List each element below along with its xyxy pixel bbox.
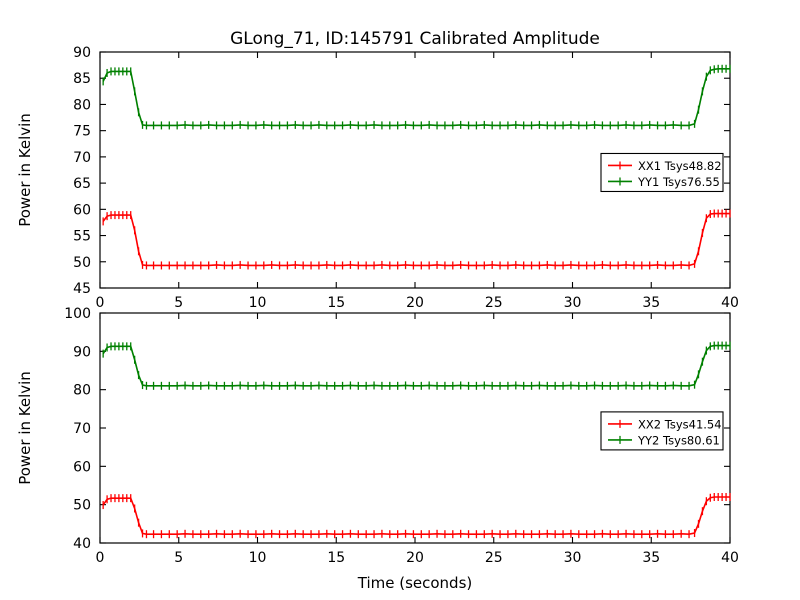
y-tick-label: 75 (73, 124, 91, 140)
x-tick-label: 30 (564, 295, 582, 311)
y-tick-label: 85 (73, 71, 91, 87)
y-tick-label: 100 (64, 306, 91, 322)
y-tick-label: 50 (73, 498, 91, 514)
x-tick-label: 25 (485, 295, 503, 311)
panel-bottom: 40 50 60 70 80 90 100 0 5 10 15 20 25 30 35 40 Power in … (16, 306, 739, 592)
x-tick-label: 25 (485, 550, 503, 566)
legend-label: XX2 Tsys41.54 (638, 417, 722, 431)
x-tick-label: 30 (564, 550, 582, 566)
chart-title: GLong_71, ID:145791 Calibrated Amplitude (230, 29, 600, 49)
y-axis-label-top: Power in Kelvin (16, 113, 34, 227)
series-line-yy2 (102, 344, 730, 387)
x-tick-label: 0 (96, 550, 105, 566)
series-markers-yy2 (102, 341, 731, 390)
series-markers-yy1 (102, 64, 731, 130)
series-markers-xx2 (102, 493, 731, 539)
x-tick-label: 40 (721, 550, 739, 566)
x-tick-label: 40 (721, 295, 739, 311)
x-tick-label: 35 (642, 295, 660, 311)
y-tick-label: 60 (73, 202, 91, 218)
x-tick-label: 20 (406, 295, 424, 311)
legend-box (600, 411, 724, 451)
y-tick-label: 50 (73, 255, 91, 271)
series-line-xx2 (102, 496, 730, 535)
x-tick-label: 20 (406, 550, 424, 566)
x-tick-label: 15 (327, 295, 345, 311)
y-tick-label: 80 (73, 97, 91, 113)
x-tick-label: 5 (174, 295, 183, 311)
y-tick-label: 40 (73, 536, 91, 552)
legend-bottom[interactable]: XX2 Tsys41.54 YY2 Tsys80.61 (600, 411, 724, 451)
y-tick-label: 65 (73, 176, 91, 192)
y-tick-label: 70 (73, 421, 91, 437)
panel-top: 45 50 55 60 65 70 75 80 85 90 0 5 10 15 20 25 30 35 40 Powe… (16, 45, 739, 311)
y-tick-label: 80 (73, 383, 91, 399)
series-line-yy1 (102, 67, 730, 127)
series-line-xx1 (102, 212, 730, 267)
legend-label: YY1 Tsys76.55 (637, 175, 720, 189)
y-tick-label: 55 (73, 229, 91, 245)
x-tick-label: 35 (642, 550, 660, 566)
y-tick-label: 90 (73, 344, 91, 360)
y-tick-label: 90 (73, 45, 91, 61)
x-tick-label: 0 (96, 295, 105, 311)
x-axis-label: Time (seconds) (357, 574, 473, 592)
y-tick-label: 60 (73, 459, 91, 475)
x-tick-label: 5 (174, 550, 183, 566)
y-tick-label: 45 (73, 281, 91, 297)
legend-label: YY2 Tsys80.61 (637, 433, 720, 447)
series-markers-xx1 (102, 209, 731, 270)
x-tick-label: 15 (327, 550, 345, 566)
legend-label: XX1 Tsys48.82 (638, 159, 722, 173)
y-axis-label-bottom: Power in Kelvin (16, 371, 34, 485)
legend-top[interactable]: XX1 Tsys48.82 YY1 Tsys76.55 (600, 152, 724, 193)
x-tick-label: 10 (249, 295, 267, 311)
x-tick-label: 10 (249, 550, 267, 566)
legend-box (600, 152, 724, 193)
y-tick-label: 70 (73, 150, 91, 166)
